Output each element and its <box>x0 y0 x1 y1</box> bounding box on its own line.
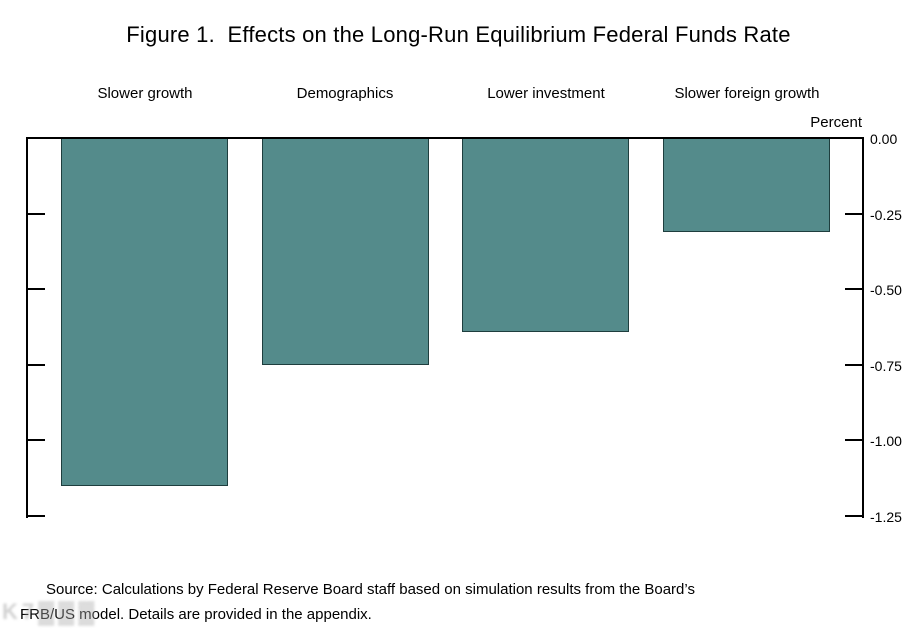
category-label: Demographics <box>296 85 394 102</box>
right-axis-tick <box>845 364 863 366</box>
category-label: Slower foreign growth <box>674 85 820 102</box>
left-axis-tick <box>27 213 45 215</box>
zero-axis-line <box>26 137 864 139</box>
left-axis-tick <box>27 137 45 139</box>
left-axis-tick <box>27 364 45 366</box>
bar-slower-growth <box>61 138 228 486</box>
y-axis-unit-label: Percent <box>810 114 862 131</box>
left-axis-tick <box>27 288 45 290</box>
bar-demographics <box>262 138 429 365</box>
right-axis-tick <box>845 137 863 139</box>
left-axis-line <box>26 137 28 518</box>
y-tick-label: -0.50 <box>870 282 902 298</box>
left-axis-tick <box>27 515 45 517</box>
bar-lower-investment <box>462 138 629 332</box>
right-axis-tick <box>845 213 863 215</box>
category-label: Lower investment <box>487 85 605 102</box>
right-axis-tick <box>845 439 863 441</box>
chart-title: Figure 1. Effects on the Long-Run Equili… <box>126 22 791 47</box>
right-axis-line <box>862 137 864 518</box>
y-tick-label: -1.25 <box>870 509 902 525</box>
y-tick-label: -0.25 <box>870 207 902 223</box>
source-note-line2: FRB/US model. Details are provided in th… <box>20 606 372 623</box>
bar-slower-foreign-growth <box>663 138 830 232</box>
watermark: K7▓▓▓ <box>2 599 99 624</box>
source-note: Source: Calculations by Federal Reserve … <box>20 577 865 627</box>
category-label: Slower growth <box>97 85 193 102</box>
y-tick-label: -1.00 <box>870 433 902 449</box>
y-tick-label: -0.75 <box>870 358 902 374</box>
y-tick-label: 0.00 <box>870 131 898 147</box>
right-axis-tick <box>845 515 863 517</box>
source-note-line1: Source: Calculations by Federal Reserve … <box>46 581 695 598</box>
right-axis-tick <box>845 288 863 290</box>
left-axis-tick <box>27 439 45 441</box>
